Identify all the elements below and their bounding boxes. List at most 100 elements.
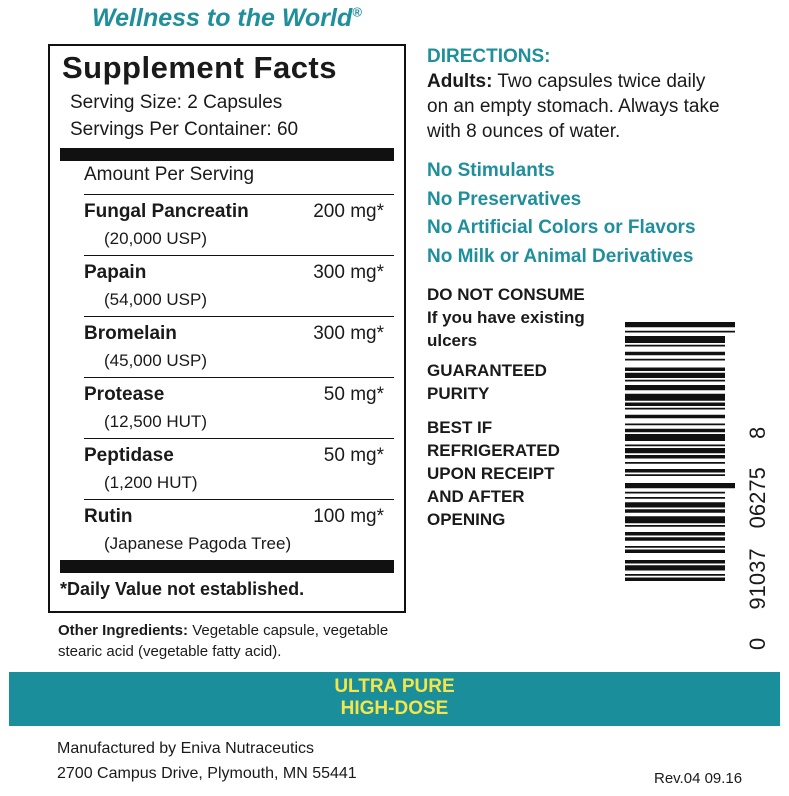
ingredient-name: Bromelain: [84, 323, 177, 344]
barcode-bar: [625, 336, 725, 343]
barcode-digits: 0 91037 06275 8: [745, 427, 771, 650]
barcode-bar: [625, 546, 725, 548]
barcode-bar: [625, 537, 725, 541]
barcode-bar: [625, 344, 725, 347]
directions-body: Adults: Two capsules twice daily on an e…: [427, 69, 727, 144]
ingredient-detail: (1,200 HUT): [104, 473, 198, 492]
other-text: Vegetable capsule, vegetable stearic aci…: [58, 622, 389, 660]
barcode-bar: [625, 565, 725, 571]
directions: DIRECTIONS: Adults: Two capsules twice d…: [427, 44, 727, 144]
barcode-bar: [625, 560, 725, 564]
barcode-bar: [625, 532, 725, 536]
claim: No Artificial Colors or Flavors: [427, 217, 696, 238]
claims: No Stimulants No Preservatives No Artifici…: [427, 157, 696, 271]
barcode-bar: [625, 414, 725, 419]
tagline: Wellness to the World®: [92, 4, 362, 33]
warning: DO NOT CONSUME If you have existing ulcer…: [427, 283, 597, 352]
warning-text: If you have existing ulcers: [427, 308, 585, 350]
barcode: [625, 322, 735, 581]
barcode-bar: [625, 509, 725, 513]
ingredient-amount: 300 mg*: [313, 262, 384, 283]
amount-header: Amount Per Serving: [84, 164, 255, 185]
claim: No Preservatives: [427, 188, 582, 210]
ingredient-detail: (Japanese Pagoda Tree): [104, 534, 292, 553]
barcode-bar: [625, 491, 725, 494]
barcode-bar: [625, 434, 725, 441]
ingredient-amount: 200 mg*: [313, 201, 384, 222]
ingredient-name: Protease: [84, 384, 165, 405]
tagline-text: Wellness to the World: [92, 4, 353, 32]
other-label: Other Ingredients:: [58, 622, 189, 639]
serving-size: Serving Size: 2 Capsules: [70, 92, 283, 113]
barcode-bar: [625, 428, 725, 433]
barcode-digit: 8: [745, 426, 770, 439]
manufacturer-name: Manufactured by Eniva Nutraceutics: [57, 740, 315, 757]
barcode-bar: [625, 423, 725, 426]
ingredient-row: Papain 300 mg* (54,000 USP): [84, 255, 394, 316]
barcode-bar: [625, 379, 725, 382]
banner-line: ULTRA PURE: [334, 676, 455, 697]
banner-line: HIGH-DOSE: [340, 698, 449, 719]
barcode-bar: [625, 372, 725, 378]
barcode-bar: [625, 549, 725, 553]
barcode-bar: [625, 574, 725, 576]
ingredient-row: Fungal Pancreatin 200 mg* (20,000 USP): [84, 194, 394, 255]
barcode-bar: [625, 462, 725, 464]
barcode-bar: [625, 502, 725, 508]
facts-title: Supplement Facts: [62, 50, 337, 85]
barcode-bar: [625, 455, 725, 459]
ingredient-amount: 100 mg*: [313, 506, 384, 527]
manufacturer: Manufactured by Eniva Nutraceutics 2700 …: [57, 736, 357, 786]
ingredient-detail: (20,000 USP): [104, 229, 207, 248]
thick-rule: [60, 148, 394, 161]
ingredient-amount: 50 mg*: [323, 445, 384, 466]
ingredient-row: Bromelain 300 mg* (45,000 USP): [84, 316, 394, 377]
revision: Rev.04 09.16: [654, 770, 743, 787]
barcode-bar: [625, 577, 725, 581]
ingredient-detail: (54,000 USP): [104, 290, 207, 309]
ingredient-name: Peptidase: [84, 445, 174, 466]
barcode-bar: [625, 469, 725, 473]
ingredient-row: Rutin 100 mg* (Japanese Pagoda Tree): [84, 499, 394, 560]
ingredient-amount: 50 mg*: [323, 384, 384, 405]
barcode-bar: [625, 385, 725, 391]
banner: ULTRA PURE HIGH-DOSE: [9, 672, 780, 726]
barcode-bar: [625, 448, 725, 454]
barcode-bar: [625, 497, 725, 499]
barcode-bar: [625, 402, 725, 406]
storage-note: BEST IF REFRIGERATED UPON RECEIPT AND AF…: [427, 418, 560, 529]
purity-note: GUARANTEED PURITY: [427, 361, 547, 403]
barcode-bar: [625, 358, 725, 361]
ingredient-name: Papain: [84, 262, 147, 283]
trademark: ®: [352, 4, 362, 20]
barcode-bar: [625, 525, 725, 527]
footnote: *Daily Value not established.: [60, 579, 305, 599]
barcode-bar: [625, 330, 735, 333]
barcode-digit: 91037: [745, 548, 770, 610]
barcode-bar: [625, 393, 725, 401]
directions-heading: DIRECTIONS:: [427, 46, 551, 67]
other-ingredients: Other Ingredients: Vegetable capsule, ve…: [58, 620, 398, 662]
manufacturer-address: 2700 Campus Drive, Plymouth, MN 55441: [57, 765, 357, 782]
thick-rule: [60, 560, 394, 573]
ingredient-row: Protease 50 mg* (12,500 HUT): [84, 377, 394, 438]
ingredient-detail: (45,000 USP): [104, 351, 207, 370]
servings-per-container: Servings Per Container: 60: [70, 119, 299, 140]
barcode-digit: 06275: [745, 467, 770, 529]
ingredient-detail: (12,500 HUT): [104, 412, 207, 431]
barcode-bar: [625, 474, 725, 476]
barcode-bar: [625, 351, 725, 356]
ingredient-name: Rutin: [84, 506, 133, 527]
warning-heading: DO NOT CONSUME: [427, 285, 585, 304]
barcode-bar: [625, 367, 725, 371]
barcode-bar: [625, 483, 735, 489]
barcode-bar: [625, 407, 725, 410]
supplement-facts-box: Supplement Facts Serving Size: 2 Capsule…: [48, 44, 406, 613]
barcode-digit: 0: [745, 637, 770, 650]
directions-label: Adults:: [427, 71, 493, 92]
barcode-bar: [625, 516, 725, 524]
ingredient-name: Fungal Pancreatin: [84, 201, 249, 222]
ingredient-amount: 300 mg*: [313, 323, 384, 344]
claim: No Milk or Animal Derivatives: [427, 245, 694, 267]
